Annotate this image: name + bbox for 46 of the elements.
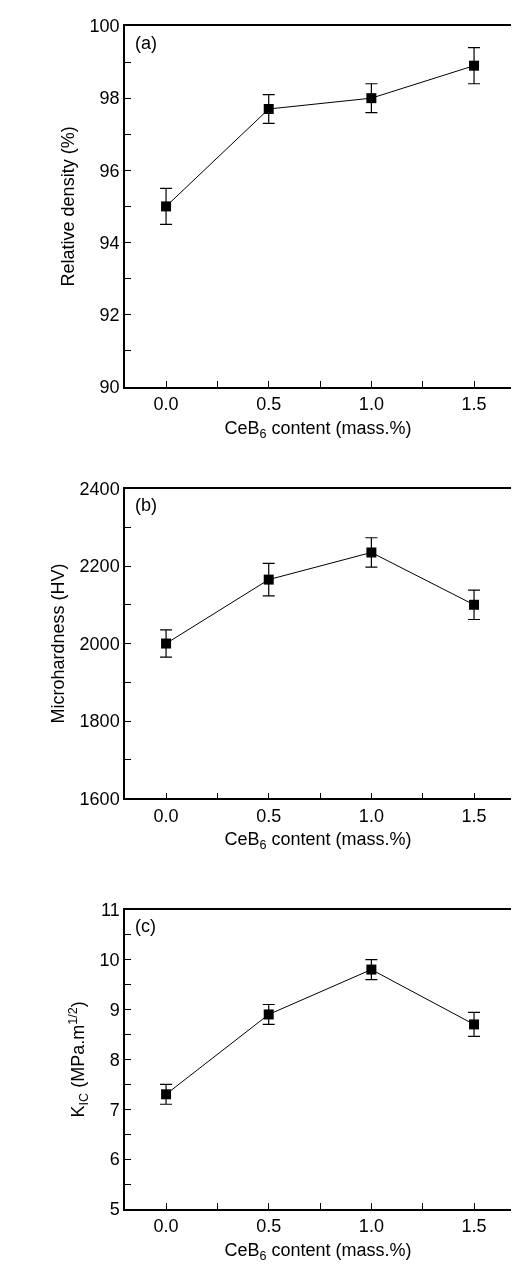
y-tick-label: 98 <box>99 88 120 109</box>
y-tick-label: 2000 <box>79 633 120 654</box>
x-tick-label: 0.5 <box>256 1216 282 1237</box>
point <box>366 93 377 104</box>
y-tick-label: 5 <box>109 1199 120 1220</box>
x-tick-label: 1.0 <box>358 1216 384 1237</box>
y-tick-label: 1600 <box>79 788 120 809</box>
x-tick-label: 0.0 <box>153 1216 179 1237</box>
x-tick-label: 1.5 <box>461 394 487 415</box>
y-tick-label: 1800 <box>79 711 120 732</box>
point <box>161 638 172 649</box>
y-tick-label: 7 <box>109 1099 120 1120</box>
point <box>469 60 480 71</box>
x-axis-title: CeB$_{6}$ content (mass.%) <box>224 1239 412 1263</box>
x-axis-title: CeB$_{6}$ content (mass.%) <box>224 829 412 853</box>
y-tick-label: 2400 <box>79 478 120 499</box>
y-axis-title: Microhardness (HV) <box>48 563 69 724</box>
x-tick-label: 0.5 <box>256 805 282 826</box>
annotation: (a) <box>135 33 157 53</box>
point <box>263 574 274 585</box>
y-tick-label: 11 <box>100 900 120 920</box>
point <box>161 201 172 212</box>
x-tick-label: 0.5 <box>256 394 282 415</box>
x-tick-label: 1.0 <box>358 394 384 415</box>
y-axis-title: Relative density (%) <box>58 126 79 287</box>
x-tick-label: 1.5 <box>461 805 487 826</box>
y-tick-label: 2200 <box>79 556 120 577</box>
point <box>469 599 480 610</box>
point <box>263 103 274 114</box>
x-tick-label: 0.0 <box>153 394 179 415</box>
y-tick-label: 90 <box>99 377 120 398</box>
x-tick-label: 1.5 <box>461 1216 487 1237</box>
y-tick-label: 92 <box>99 304 120 325</box>
y-tick-label: 94 <box>99 232 120 253</box>
y-tick-label: 100 <box>89 16 120 37</box>
x-tick-label: 1.0 <box>358 805 384 826</box>
y-tick-label: 96 <box>99 160 120 181</box>
x-axis-title: CeB$_{6}$ content (mass.%) <box>224 417 412 441</box>
x-tick-label: 0.0 <box>153 805 179 826</box>
point <box>366 547 377 558</box>
annotation: (c) <box>135 916 156 936</box>
y-tick-label: 8 <box>109 1049 120 1070</box>
y-tick-label: 9 <box>109 999 120 1020</box>
y-tick-label: 6 <box>109 1149 120 1170</box>
y-tick-label: 10 <box>99 949 120 970</box>
annotation: (b) <box>135 495 157 515</box>
